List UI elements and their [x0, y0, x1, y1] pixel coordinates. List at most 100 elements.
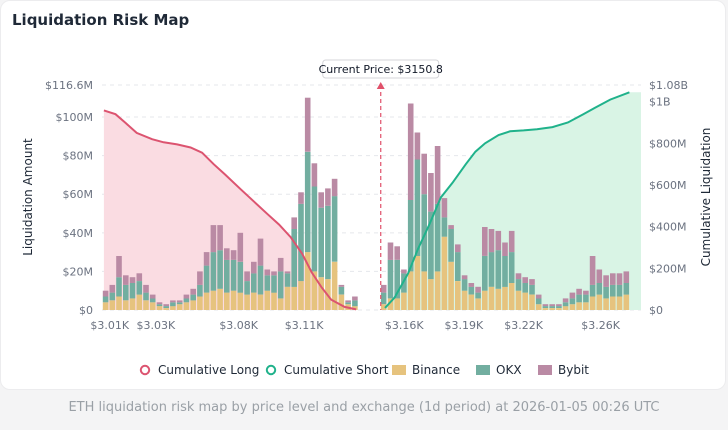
- bar-binance[interactable]: [298, 281, 304, 310]
- bar-bybit[interactable]: [603, 275, 609, 287]
- bar-binance[interactable]: [556, 308, 562, 310]
- bar-bybit[interactable]: [461, 275, 468, 280]
- bar-okx[interactable]: [556, 306, 562, 308]
- cumulative-lines[interactable]: [103, 91, 630, 311]
- bar-binance[interactable]: [163, 308, 169, 310]
- bar-binance[interactable]: [596, 294, 603, 310]
- bar-binance[interactable]: [311, 271, 318, 310]
- bar-okx[interactable]: [414, 159, 421, 257]
- bar-bybit[interactable]: [549, 304, 555, 307]
- bar-binance[interactable]: [488, 286, 495, 310]
- bar-bybit[interactable]: [569, 292, 576, 299]
- bar-okx[interactable]: [529, 284, 535, 295]
- legend-bybit[interactable]: Bybit: [538, 363, 589, 377]
- bar-okx[interactable]: [102, 296, 109, 303]
- bar-okx[interactable]: [264, 275, 271, 291]
- bar-okx[interactable]: [318, 207, 324, 278]
- bar-bybit[interactable]: [434, 146, 441, 204]
- bar-okx[interactable]: [210, 252, 217, 291]
- bar-okx[interactable]: [569, 298, 576, 305]
- bar-okx[interactable]: [623, 283, 630, 295]
- bar-bybit[interactable]: [616, 273, 623, 285]
- bar-binance[interactable]: [515, 290, 522, 310]
- bar-binance[interactable]: [109, 300, 116, 310]
- bar-bybit[interactable]: [257, 238, 264, 266]
- bar-bybit[interactable]: [428, 173, 434, 212]
- bar-binance[interactable]: [407, 271, 414, 310]
- bar-bybit[interactable]: [163, 304, 169, 307]
- bar-bybit[interactable]: [529, 279, 535, 285]
- legend[interactable]: Cumulative Long Cumulative Short Binance OK…: [139, 363, 589, 377]
- bar-bybit[interactable]: [217, 225, 223, 251]
- bar-okx[interactable]: [515, 279, 522, 291]
- bar-bybit[interactable]: [441, 198, 448, 218]
- bar-bybit[interactable]: [475, 286, 481, 293]
- bar-bybit[interactable]: [311, 163, 318, 187]
- bar-binance[interactable]: [441, 236, 448, 310]
- bar-bybit[interactable]: [123, 275, 129, 285]
- bar-bybit[interactable]: [237, 232, 244, 262]
- bar-binance[interactable]: [251, 292, 257, 310]
- bar-binance[interactable]: [583, 302, 589, 310]
- bar-binance[interactable]: [448, 261, 454, 310]
- bar-binance[interactable]: [542, 308, 549, 310]
- bar-bybit[interactable]: [190, 288, 196, 295]
- bar-bybit[interactable]: [156, 302, 163, 305]
- bar-bybit[interactable]: [129, 277, 136, 283]
- bar-okx[interactable]: [576, 294, 582, 303]
- bar-binance[interactable]: [237, 292, 244, 310]
- bar-binance[interactable]: [284, 286, 291, 310]
- bar-okx[interactable]: [244, 281, 250, 295]
- bar-binance[interactable]: [549, 308, 555, 310]
- bar-bybit[interactable]: [338, 284, 345, 287]
- bar-okx[interactable]: [331, 196, 338, 262]
- bar-okx[interactable]: [589, 284, 596, 297]
- bar-bybit[interactable]: [298, 192, 304, 204]
- bar-binance[interactable]: [589, 296, 596, 311]
- bar-okx[interactable]: [217, 250, 223, 289]
- bar-bybit[interactable]: [102, 290, 109, 297]
- bar-bybit[interactable]: [515, 273, 522, 280]
- bar-okx[interactable]: [230, 259, 237, 291]
- bar-okx[interactable]: [291, 229, 297, 287]
- bar-bybit[interactable]: [401, 269, 407, 274]
- bar-okx[interactable]: [156, 304, 163, 307]
- bar-binance[interactable]: [414, 256, 421, 310]
- bar-binance[interactable]: [394, 298, 400, 310]
- bar-okx[interactable]: [298, 203, 304, 282]
- bar-binance[interactable]: [170, 306, 176, 310]
- bar-binance[interactable]: [210, 290, 217, 310]
- bar-okx[interactable]: [535, 298, 542, 305]
- bar-bybit[interactable]: [149, 294, 156, 299]
- bar-bybit[interactable]: [556, 304, 562, 307]
- bar-okx[interactable]: [380, 292, 387, 305]
- bar-binance[interactable]: [338, 294, 345, 310]
- bar-bybit[interactable]: [264, 269, 271, 276]
- bar-bybit[interactable]: [583, 290, 589, 295]
- bar-okx[interactable]: [284, 273, 291, 287]
- bar-bybit[interactable]: [284, 271, 291, 274]
- bar-bybit[interactable]: [304, 97, 311, 152]
- bar-okx[interactable]: [475, 292, 481, 299]
- bar-binance[interactable]: [116, 296, 122, 311]
- bar-binance[interactable]: [535, 304, 542, 310]
- bar-bybit[interactable]: [562, 298, 569, 303]
- bar-binance[interactable]: [217, 288, 223, 310]
- bar-okx[interactable]: [421, 194, 427, 272]
- bar-bybit[interactable]: [589, 256, 596, 285]
- bar-okx[interactable]: [116, 277, 122, 297]
- bar-bybit[interactable]: [455, 244, 461, 253]
- bar-binance[interactable]: [576, 302, 582, 310]
- bar-bybit[interactable]: [421, 153, 427, 195]
- bar-bybit[interactable]: [610, 273, 616, 285]
- bar-okx[interactable]: [251, 273, 257, 293]
- bar-bybit[interactable]: [414, 132, 421, 160]
- bar-binance[interactable]: [461, 290, 468, 310]
- bar-okx[interactable]: [616, 284, 623, 297]
- bar-bybit[interactable]: [210, 225, 217, 253]
- legend-cumulative-long[interactable]: Cumulative Long: [139, 363, 260, 377]
- bar-bybit[interactable]: [502, 242, 508, 257]
- bar-binance[interactable]: [244, 294, 250, 310]
- bar-okx[interactable]: [224, 259, 230, 293]
- liquidation-chart[interactable]: Current Price: $3150.8 $0 $20M $40M $60M $80…: [1, 1, 727, 391]
